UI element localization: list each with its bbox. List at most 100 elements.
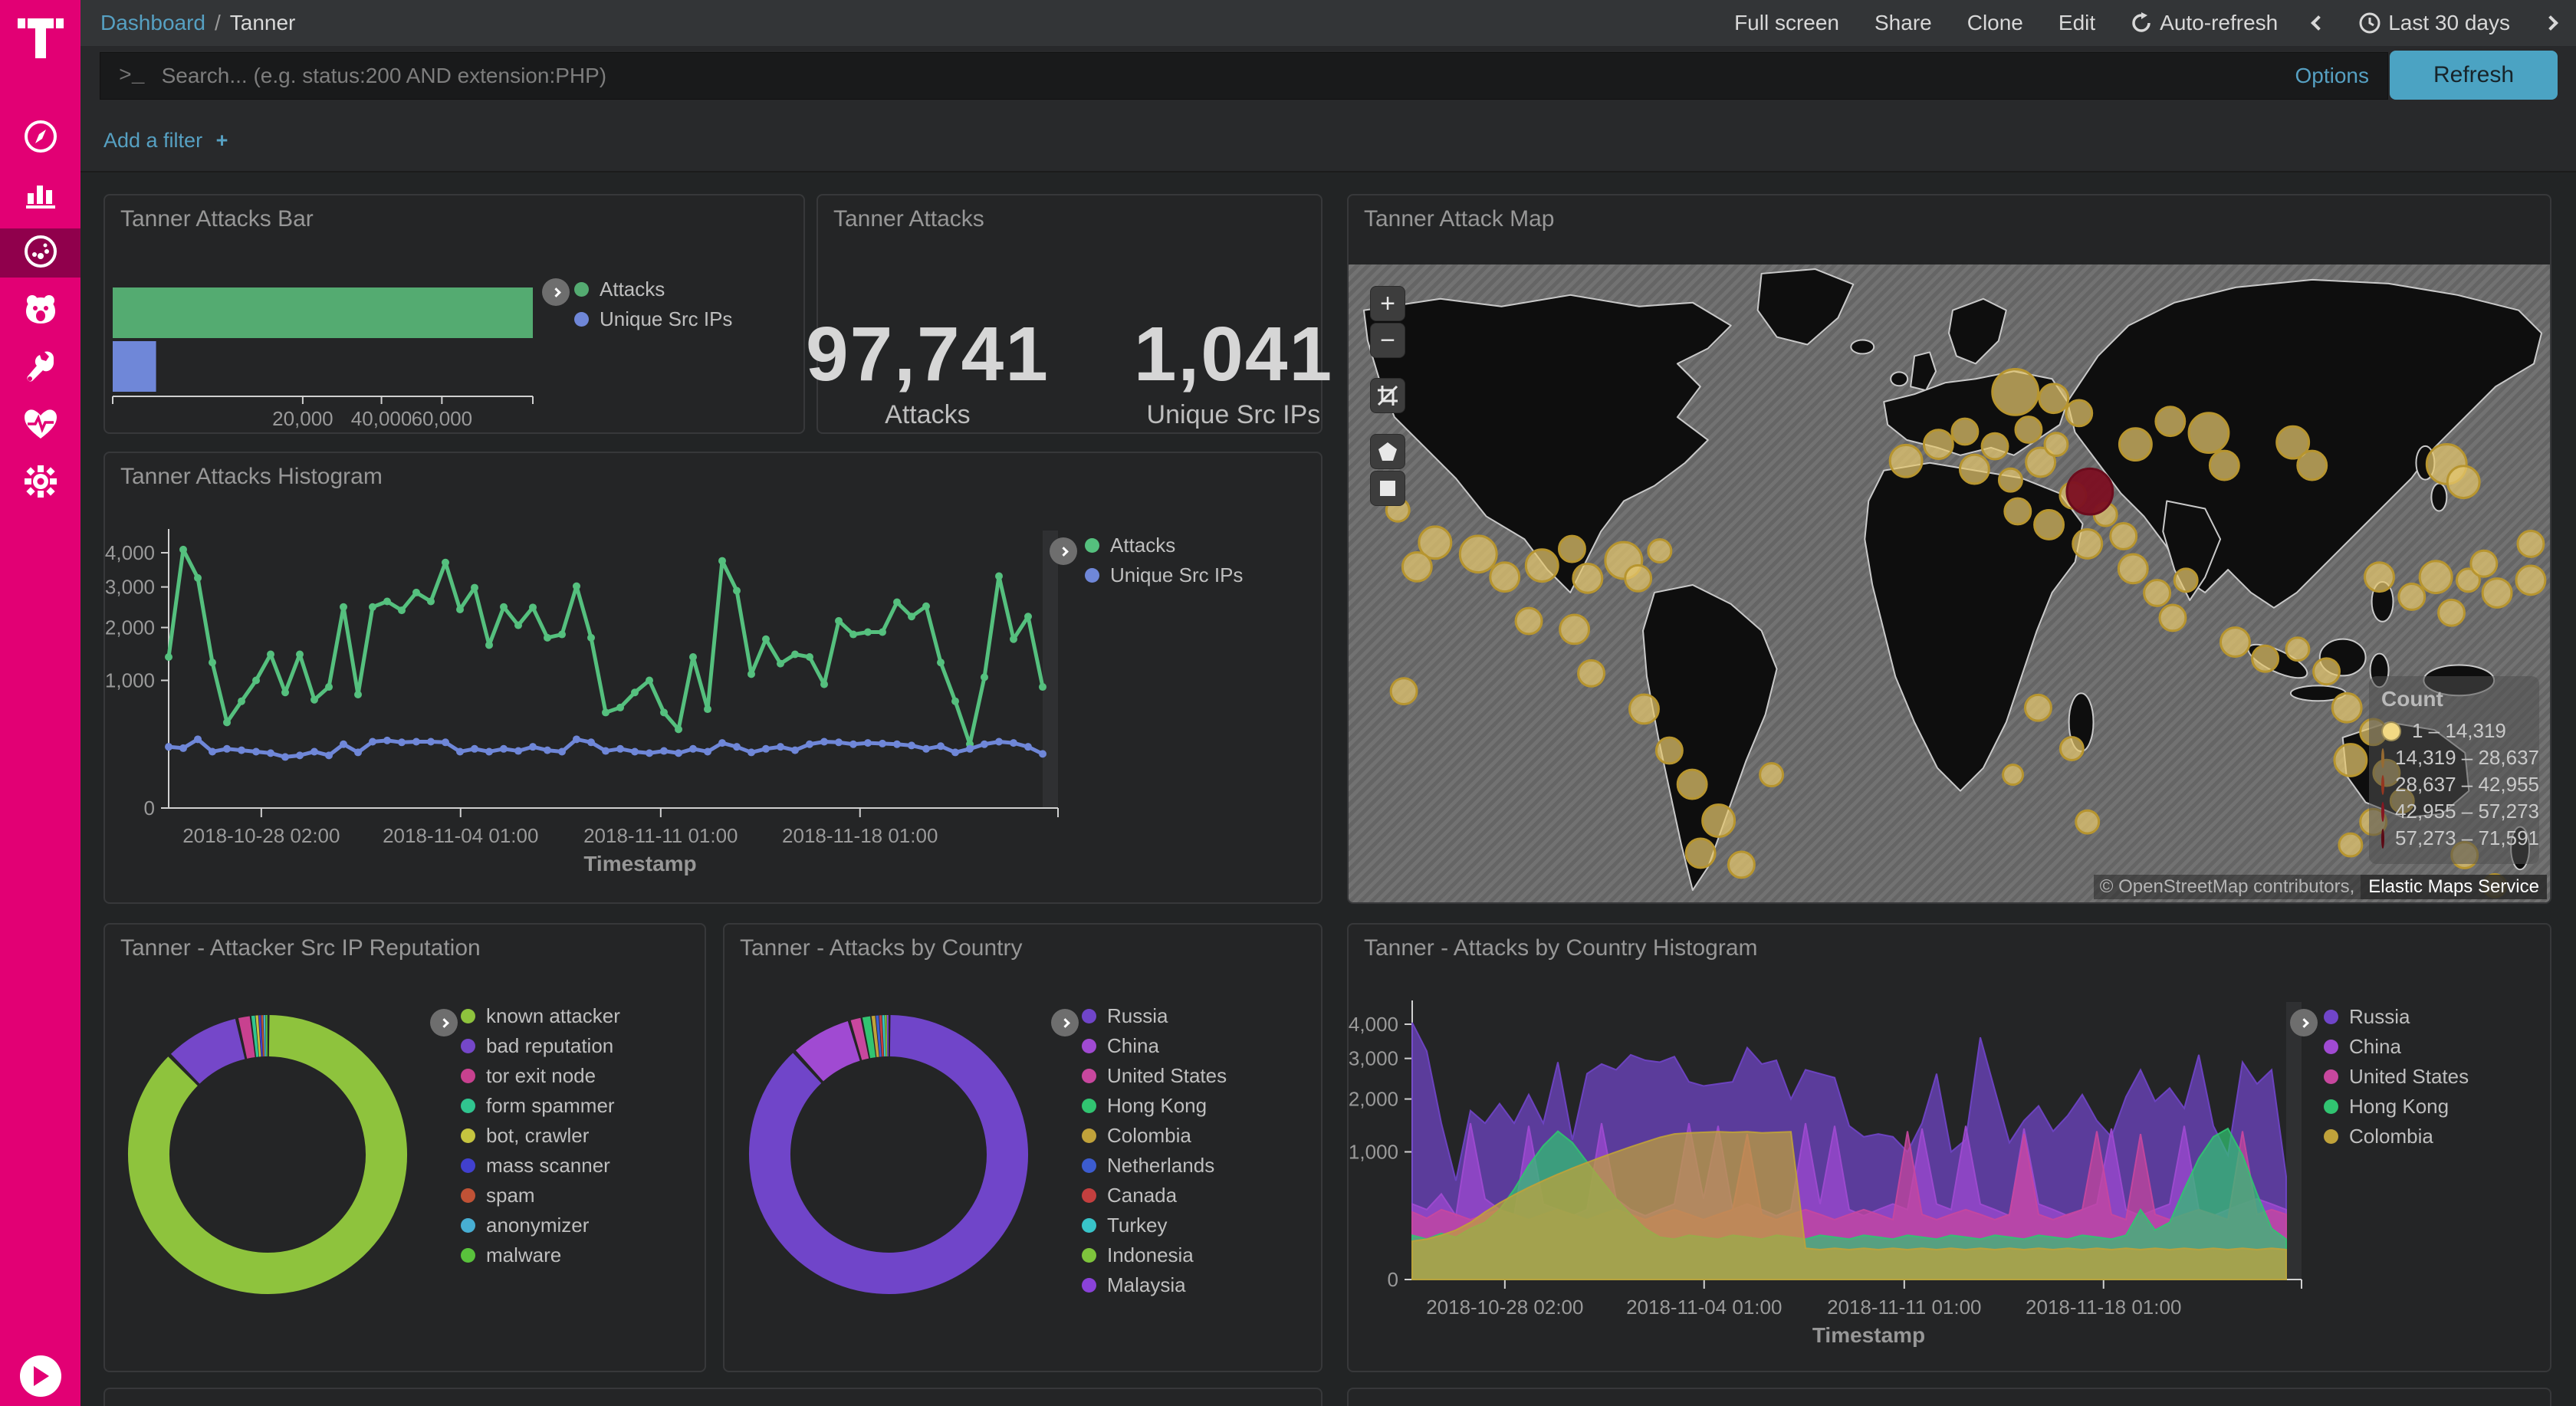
sidebar-item-visualize[interactable] — [0, 171, 80, 220]
legend-item-malware[interactable]: malware — [461, 1240, 620, 1270]
legend-item-hong-kong[interactable]: Hong Kong — [2324, 1092, 2469, 1122]
legend-expand-arrow[interactable] — [1051, 1009, 1079, 1036]
attack-bubble[interactable] — [2312, 657, 2341, 686]
attack-bubble[interactable] — [2075, 809, 2101, 835]
legend-item-tor-exit-node[interactable]: tor exit node — [461, 1061, 620, 1091]
sidebar-item-t-pot[interactable] — [0, 286, 80, 335]
attack-bubble[interactable] — [1888, 443, 1924, 478]
attack-bubble[interactable] — [1577, 659, 1605, 688]
legend-item-spam[interactable]: spam — [461, 1181, 620, 1211]
world-map[interactable]: + − Count 1 – 14,319 14,319 – 28,637 28,63… — [1349, 264, 2550, 902]
attack-bubble[interactable] — [1418, 525, 1453, 560]
attack-bubble[interactable] — [1572, 562, 1604, 594]
donut-slice-hong-kong[interactable] — [862, 1016, 876, 1059]
legend-item-hong-kong[interactable]: Hong Kong — [1082, 1091, 1227, 1121]
attack-bubble[interactable] — [1524, 548, 1559, 583]
attack-bubble[interactable] — [2109, 522, 2138, 550]
legend-item-bot-crawler[interactable]: bot, crawler — [461, 1121, 620, 1151]
attack-bubble[interactable] — [2516, 530, 2545, 558]
legend-item-china[interactable]: China — [1082, 1031, 1227, 1061]
attack-bubble[interactable] — [1922, 429, 1954, 461]
attack-bubble[interactable] — [1558, 534, 1586, 563]
legend-expand-arrow[interactable] — [542, 278, 570, 306]
legend-item-attacks[interactable]: Attacks — [574, 274, 732, 304]
attack-bubble[interactable] — [1624, 563, 1653, 593]
legend-item-turkey[interactable]: Turkey — [1082, 1211, 1227, 1240]
legend-expand-arrow[interactable] — [1050, 537, 1077, 565]
attack-bubble[interactable] — [2003, 497, 2032, 526]
legend-item-known-attacker[interactable]: known attacker — [461, 1001, 620, 1031]
sidebar-item-dashboard[interactable] — [0, 228, 80, 278]
attack-bubble[interactable] — [2038, 383, 2070, 415]
time-range-picker[interactable]: Last 30 days — [2359, 11, 2510, 35]
legend-item-attacks[interactable]: Attacks — [1085, 531, 1243, 560]
osm-attribution[interactable]: © OpenStreetMap contributors, — [2093, 875, 2361, 899]
time-forward-arrow[interactable] — [2543, 15, 2558, 31]
legend-item-unique-src-ips[interactable]: Unique Src IPs — [574, 304, 732, 334]
attack-bubble[interactable] — [2331, 692, 2363, 724]
attack-bubble[interactable] — [2515, 564, 2547, 596]
attack-bubble[interactable] — [2117, 553, 2149, 585]
src-ip-reputation-donut[interactable] — [105, 925, 435, 1371]
donut-slice-known-attacker[interactable] — [128, 1015, 407, 1294]
attack-bubble[interactable] — [1759, 762, 1785, 788]
legend-item-malaysia[interactable]: Malaysia — [1082, 1270, 1227, 1300]
map-crop-tool-button[interactable] — [1370, 378, 1405, 413]
ems-attribution[interactable]: Elastic Maps Service — [2361, 875, 2547, 899]
attack-bubble[interactable] — [1701, 803, 1737, 838]
attack-bubble[interactable] — [2118, 427, 2153, 462]
legend-item-united-states[interactable]: United States — [1082, 1061, 1227, 1091]
attack-bubble[interactable] — [2072, 528, 2104, 560]
attack-bubble[interactable] — [2275, 425, 2311, 460]
attack-bubble[interactable] — [1559, 613, 1591, 646]
attack-bubble[interactable] — [1489, 561, 1521, 593]
attack-bubble[interactable] — [2143, 579, 2172, 607]
attack-bubble[interactable] — [1458, 534, 1498, 574]
attack-bubble[interactable] — [2338, 832, 2364, 858]
attack-bubble[interactable] — [2058, 736, 2085, 761]
legend-item-indonesia[interactable]: Indonesia — [1082, 1240, 1227, 1270]
attack-bubble[interactable] — [1950, 417, 1980, 446]
attacks-by-country-donut[interactable] — [724, 925, 1054, 1371]
legend-item-china[interactable]: China — [2324, 1032, 2469, 1062]
attack-bubble[interactable] — [1684, 837, 1717, 869]
legend-item-canada[interactable]: Canada — [1082, 1181, 1227, 1211]
attack-bubble[interactable] — [2296, 449, 2328, 481]
time-back-arrow[interactable] — [2311, 15, 2327, 31]
add-filter-link[interactable]: Add a filter — [104, 129, 203, 152]
attack-bubble[interactable] — [2187, 412, 2230, 455]
donut-slice-tor-exit-node[interactable] — [238, 1016, 255, 1059]
legend-item-unique-src-ips[interactable]: Unique Src IPs — [1085, 560, 1243, 590]
attacks-by-country-area-chart[interactable]: 0 1,000 2,000 3,000 4,000 2018-10-28 02:00 201… — [1349, 925, 2550, 1371]
attack-bubble[interactable] — [2397, 583, 2426, 611]
attack-bubble[interactable] — [2024, 693, 2052, 722]
legend-item-form-spammer[interactable]: form spammer — [461, 1091, 620, 1121]
attack-bubble[interactable] — [2364, 561, 2395, 593]
nav-action-clone[interactable]: Clone — [1967, 11, 2023, 34]
map-rectangle-tool-button[interactable] — [1370, 471, 1405, 506]
attack-bubble[interactable] — [2219, 626, 2251, 658]
attack-bubble[interactable] — [2469, 549, 2499, 578]
nav-action-share[interactable]: Share — [1875, 11, 1932, 34]
nav-action-full-screen[interactable]: Full screen — [1734, 11, 1839, 34]
attack-bubble[interactable] — [1727, 850, 1756, 879]
attack-bubble[interactable] — [1628, 693, 1660, 725]
search-input[interactable] — [161, 64, 2280, 88]
legend-item-bad-reputation[interactable]: bad reputation — [461, 1031, 620, 1061]
search-bar[interactable]: >_ Options — [100, 52, 2388, 100]
attack-bubble[interactable] — [1991, 368, 2040, 416]
legend-item-netherlands[interactable]: Netherlands — [1082, 1151, 1227, 1181]
attack-bubble[interactable] — [2154, 406, 2187, 438]
attack-bubble[interactable] — [1389, 677, 1418, 706]
donut-slice-china[interactable] — [795, 1020, 861, 1082]
attack-bubble[interactable] — [2446, 465, 2481, 500]
attack-bubble[interactable] — [1654, 736, 1684, 765]
attack-bubble[interactable] — [2173, 567, 2199, 593]
sidebar-item-monitoring[interactable] — [0, 401, 80, 450]
attack-bubble[interactable] — [2251, 644, 2280, 673]
legend-item-russia[interactable]: Russia — [2324, 1002, 2469, 1032]
attack-bubble[interactable] — [1958, 453, 1990, 485]
attack-bubble[interactable] — [1997, 467, 2023, 493]
attack-bubble[interactable] — [1980, 432, 2009, 461]
legend-expand-arrow[interactable] — [430, 1009, 458, 1036]
